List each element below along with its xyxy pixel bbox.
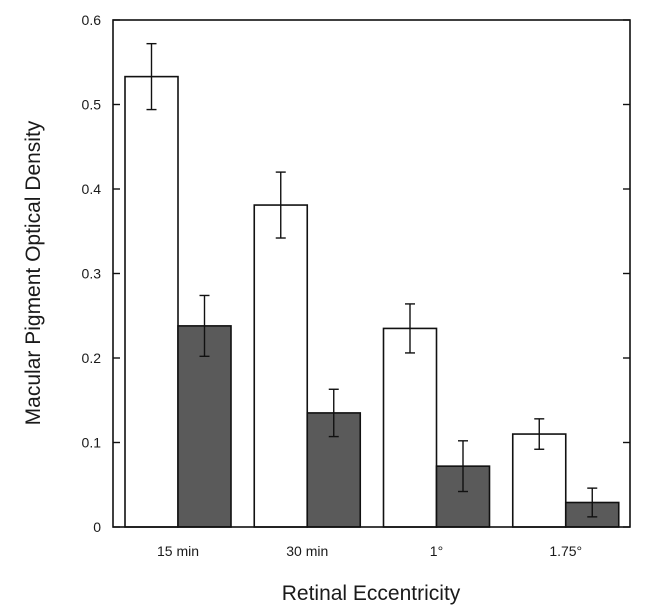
y-tick-label: 0.5 xyxy=(82,97,102,113)
y-tick-label: 0.3 xyxy=(82,266,102,282)
x-tick-label: 1° xyxy=(430,543,443,559)
bars-layer xyxy=(124,75,620,528)
x-tick-label: 15 min xyxy=(157,543,199,559)
bar-1-1 xyxy=(124,75,179,528)
x-axis-title: Retinal Eccentricity xyxy=(282,582,461,605)
y-tick-label: 0.4 xyxy=(82,181,102,197)
x-axis: 15 min 30 min 1° 1.75° xyxy=(157,543,582,559)
x-tick-label: 30 min xyxy=(286,543,328,559)
y-axis: 0 0.1 0.2 0.3 0.4 0.5 0.6 xyxy=(82,12,630,535)
bar-1-3 xyxy=(382,327,438,528)
y-tick-label: 0.2 xyxy=(82,350,102,366)
y-tick-label: 0.1 xyxy=(82,435,102,451)
y-tick-label: 0 xyxy=(93,519,101,535)
y-tick-label: 0.6 xyxy=(82,12,102,28)
error-bars-layer xyxy=(146,42,598,518)
bar-1-4 xyxy=(511,433,567,528)
bar-1-2 xyxy=(253,204,309,528)
x-tick-label: 1.75° xyxy=(549,543,582,559)
y-axis-title: Macular Pigment Optical Density xyxy=(22,120,45,425)
bar-2-1 xyxy=(177,325,232,528)
